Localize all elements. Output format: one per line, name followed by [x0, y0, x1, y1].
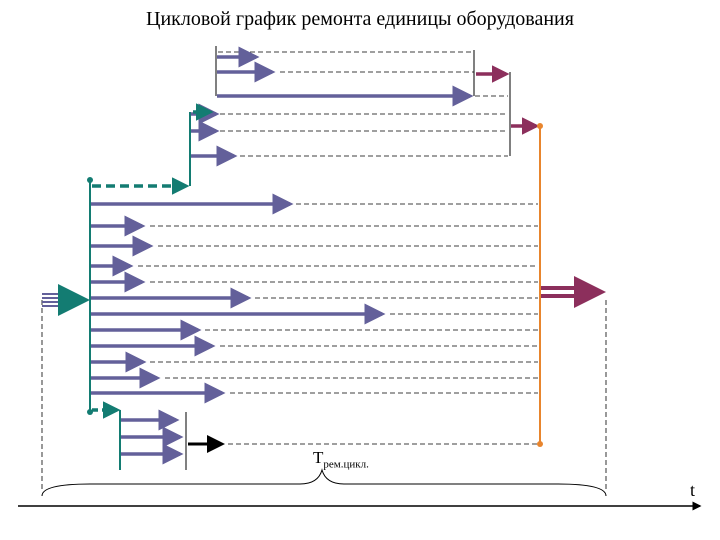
- output-arrow: [541, 276, 606, 308]
- teal-node: [87, 177, 93, 183]
- cycle-time-label: Трем.цикл.: [313, 448, 369, 470]
- input-arrow: [42, 284, 90, 316]
- dashed-guides: [41, 51, 607, 490]
- teal-node: [87, 409, 93, 415]
- time-axis-label: t: [690, 480, 696, 500]
- orange-node: [537, 441, 543, 447]
- page-title: Цикловой график ремонта единицы оборудов…: [146, 8, 574, 30]
- teal-structure: [89, 103, 214, 470]
- cycle-time-subscript: рем.цикл.: [323, 458, 369, 471]
- cycle-brace: [41, 468, 607, 497]
- cycle-time-main: Т: [313, 448, 324, 467]
- orange-node: [537, 123, 543, 129]
- top-group-bracket: [215, 46, 511, 156]
- main-arrows: [91, 193, 386, 404]
- crimson-arrows: [476, 65, 540, 135]
- bottom-group: [121, 409, 225, 470]
- top-arrows: [191, 46, 474, 167]
